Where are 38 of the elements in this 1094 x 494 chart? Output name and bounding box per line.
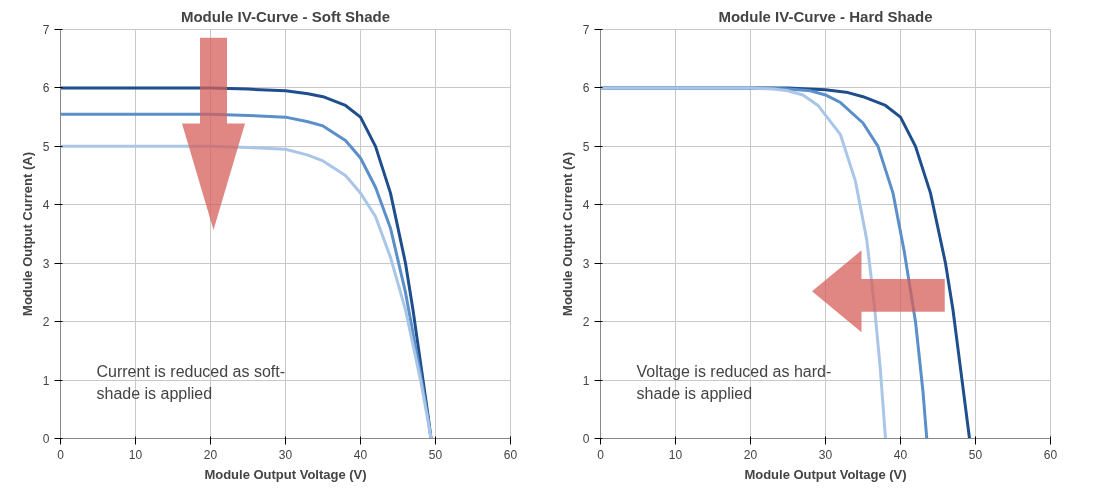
y-tick-label: 5 <box>42 139 50 154</box>
y-tick-label: 3 <box>42 256 50 271</box>
x-tick-label: 20 <box>743 447 758 462</box>
annotation: Current is reduced as soft- shade is applied <box>96 362 286 402</box>
x-tick-label: 40 <box>353 447 368 462</box>
y-tick-label: 4 <box>582 198 590 213</box>
y-tick-label: 1 <box>582 373 590 388</box>
y-tick-label: 3 <box>582 256 590 271</box>
y-tick-label: 5 <box>582 139 590 154</box>
y-tick-label: 2 <box>582 315 590 330</box>
annotation: Voltage is reduced as hard- shade is applied <box>636 362 832 402</box>
x-axis-title: Module Output Voltage (V) <box>204 466 367 482</box>
y-axis-title: Module Output Current (A) <box>19 152 35 316</box>
x-tick-label: 60 <box>503 447 518 462</box>
y-tick-label: 7 <box>582 23 590 37</box>
y-tick-label: 6 <box>582 81 590 96</box>
x-tick-label: 20 <box>203 447 218 462</box>
y-tick-label: 4 <box>42 198 50 213</box>
y-tick-label: 0 <box>582 432 590 446</box>
x-tick-label: 50 <box>968 447 983 462</box>
y-tick-label: 2 <box>42 315 50 330</box>
y-tick-label: 1 <box>42 373 50 388</box>
x-tick-label: 30 <box>818 447 833 462</box>
chart-title: Module IV-Curve - Hard Shade <box>718 7 933 25</box>
x-tick-label: 10 <box>668 447 683 462</box>
x-tick-label: 10 <box>128 447 143 462</box>
x-tick-label: 0 <box>57 447 65 462</box>
y-tick-label: 0 <box>42 432 50 446</box>
y-axis-title: Module Output Current (A) <box>559 152 575 316</box>
x-tick-label: 30 <box>278 447 293 462</box>
x-tick-label: 50 <box>428 447 443 462</box>
x-axis-title: Module Output Voltage (V) <box>744 466 907 482</box>
x-tick-label: 0 <box>597 447 605 462</box>
chart-title: Module IV-Curve - Soft Shade <box>180 7 391 25</box>
x-tick-label: 60 <box>1043 447 1058 462</box>
y-tick-label: 6 <box>42 81 50 96</box>
x-tick-label: 40 <box>893 447 908 462</box>
y-tick-label: 7 <box>42 23 50 37</box>
